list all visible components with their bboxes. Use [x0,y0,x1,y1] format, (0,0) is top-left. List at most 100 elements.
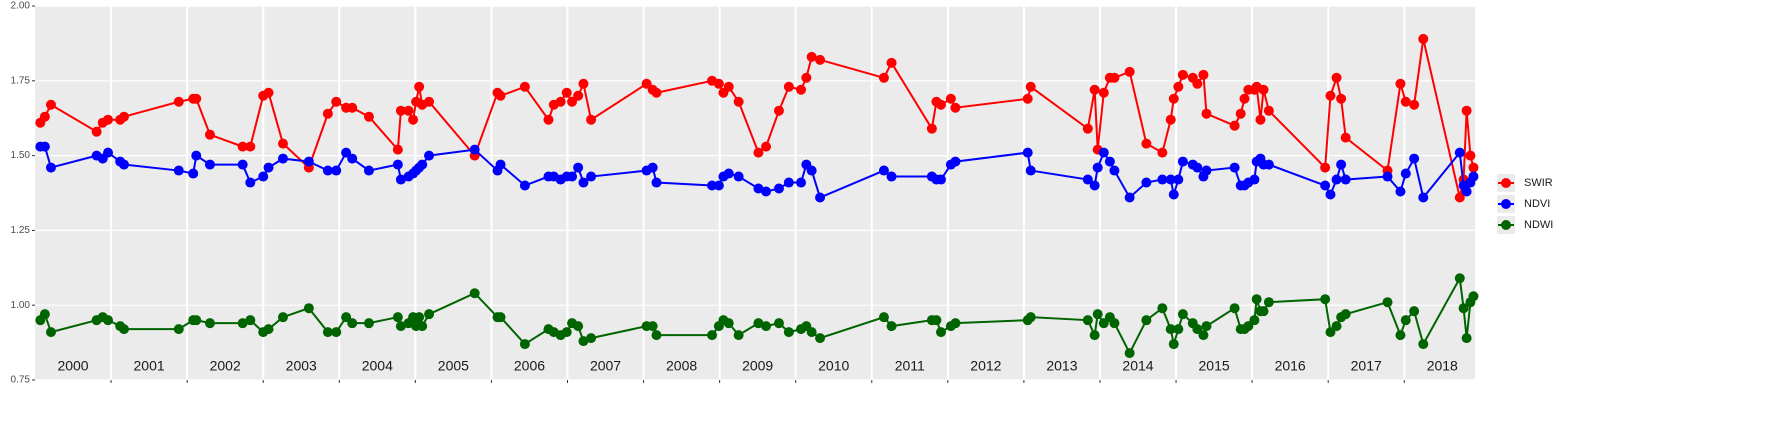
data-point [651,177,662,188]
data-point [561,327,572,338]
data-point [1092,162,1103,173]
data-point [1409,306,1420,317]
data-point [1418,33,1429,44]
data-point [1263,297,1274,308]
data-point [1124,348,1135,359]
data-point [1382,297,1393,308]
y-tick-label: 1.75 [11,75,31,86]
data-point [347,153,358,164]
data-point [945,93,956,104]
data-point [1400,96,1411,107]
data-point [1124,66,1135,77]
data-point [815,54,826,65]
year-label: 2002 [210,358,241,374]
data-point [586,114,597,125]
data-point [303,156,314,167]
data-point [1173,81,1184,92]
year-label: 2000 [57,358,88,374]
data-point [1201,108,1212,119]
data-point [806,327,817,338]
data-point [424,309,435,320]
data-point [753,183,764,194]
data-point [1395,330,1406,341]
data-point [723,318,734,329]
data-point [753,318,764,329]
data-point [119,111,130,122]
data-point [1258,84,1269,95]
legend-label: SWIR [1524,177,1553,189]
data-point [783,177,794,188]
data-point [495,90,506,101]
data-point [1165,174,1176,185]
data-point [1255,114,1266,125]
data-point [103,315,114,326]
data-point [1325,90,1336,101]
data-point [1082,123,1093,134]
data-point [1082,174,1093,185]
y-tick-label: 0.75 [11,375,31,386]
data-point [395,321,406,332]
data-point [119,324,130,335]
data-point [1340,309,1351,320]
data-point [1461,186,1472,197]
data-point [1418,339,1429,350]
data-point [1340,132,1351,143]
data-point [1263,159,1274,170]
data-point [245,315,256,326]
data-point [1025,81,1036,92]
data-point [578,336,589,347]
data-point [237,141,248,152]
data-point [45,99,56,110]
data-point [878,312,889,323]
data-point [237,318,248,329]
data-point [1461,333,1472,344]
year-label: 2005 [438,358,469,374]
data-point [713,78,724,89]
year-label: 2016 [1275,358,1306,374]
data-point [806,51,817,62]
data-point [1239,93,1250,104]
data-point [424,150,435,161]
data-point [886,171,897,182]
data-point [1409,153,1420,164]
data-point [578,177,589,188]
data-point [191,150,202,161]
data-point [1382,171,1393,182]
data-point [796,177,807,188]
data-point [1340,174,1351,185]
data-point [1320,162,1331,173]
data-point [263,324,274,335]
data-point [392,312,403,323]
data-point [303,303,314,314]
data-point [815,192,826,203]
data-point [469,288,480,299]
y-tick-label: 1.50 [11,150,31,161]
data-point [1025,165,1036,176]
data-point [191,315,202,326]
data-point [395,105,406,116]
series [35,273,1479,359]
data-point [1109,165,1120,176]
data-point [347,102,358,113]
year-label: 2001 [134,358,165,374]
data-point [1201,165,1212,176]
data-point [950,318,961,329]
data-point [263,162,274,173]
data-point [414,81,425,92]
data-point [277,138,288,149]
data-point [188,168,199,179]
year-label: 2009 [742,358,773,374]
data-point [1168,189,1179,200]
data-point [1235,108,1246,119]
data-point [761,321,772,332]
data-point [119,159,130,170]
data-point [245,141,256,152]
data-point [1098,147,1109,158]
data-point [950,156,961,167]
data-point [1336,93,1347,104]
data-point [1249,315,1260,326]
data-point [103,114,114,125]
legend-marker [1501,178,1511,188]
year-label: 2011 [895,358,925,374]
data-point [1409,99,1420,110]
